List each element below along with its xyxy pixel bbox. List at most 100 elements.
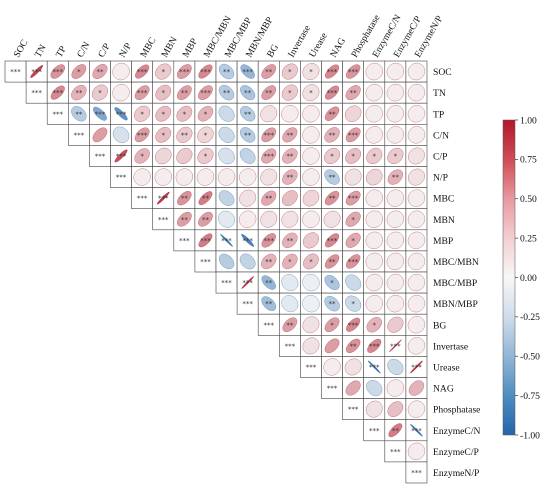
significance-r6-c16: ***	[348, 195, 359, 203]
significance-r3-c8: **	[181, 131, 189, 139]
row-label-7: MBN	[433, 215, 455, 226]
ellipse-r9-c16	[346, 254, 361, 269]
significance-r14-c14: ***	[306, 363, 317, 371]
significance-r1-c15: ***	[327, 89, 338, 97]
ellipse-r8-c16	[345, 232, 361, 248]
ellipse-r4-c6	[134, 148, 150, 164]
ellipse-r1-c3	[71, 85, 87, 101]
significance-r14-c17: ***	[369, 363, 380, 371]
ellipse-r3-c12	[261, 127, 277, 143]
significance-r3-c15: **	[329, 131, 337, 139]
ellipse-r0-c18	[386, 62, 404, 81]
ellipse-r8-c19	[407, 231, 426, 249]
ellipse-r5-c12	[260, 168, 278, 186]
column-label-0: SOC	[12, 38, 31, 60]
ellipse-r0-c17	[365, 62, 383, 81]
ellipse-r6-c15	[324, 191, 340, 206]
ellipse-r13-c17	[367, 338, 382, 353]
ellipse-r7-c10	[218, 210, 235, 228]
colorbar-tick-label-8: -1.00	[520, 430, 540, 441]
ellipse-r15-c19	[408, 380, 425, 396]
significance-r2-c5: ***	[116, 110, 127, 118]
ellipse-r7-c11	[239, 210, 257, 228]
row-label-14: Urease	[433, 362, 460, 373]
ellipse-r5-c7	[154, 168, 172, 186]
ellipse-r7-c16	[345, 211, 361, 227]
ellipse-r2-c16	[344, 105, 362, 122]
ellipse-r5-c11	[239, 168, 257, 186]
row-label-17: EnzymeC/N	[433, 426, 480, 437]
row-label-15: NAG	[433, 384, 454, 395]
ellipse-r10-c11	[241, 276, 254, 289]
significance-r3-c12: ***	[264, 131, 275, 139]
significance-r0-c10: **	[223, 68, 231, 76]
ellipse-r4-c17	[366, 147, 383, 164]
ellipse-r4-c18	[387, 147, 404, 164]
ellipse-r5-c10	[217, 168, 236, 186]
row-label-6: MBC	[433, 194, 454, 205]
ellipse-r11-c12	[261, 296, 277, 311]
ellipse-r11-c19	[407, 295, 426, 313]
significance-r4-c15: *	[330, 152, 334, 160]
ellipse-r2-c9	[197, 106, 214, 122]
significance-r8-c11: ***	[242, 237, 253, 245]
significance-r3-c16: ***	[348, 131, 359, 139]
ellipse-r3-c7	[155, 127, 172, 143]
significance-r13-c13: ***	[285, 342, 296, 350]
significance-r8-c10: ***	[221, 237, 232, 245]
ellipse-r6-c12	[261, 190, 277, 206]
ellipse-r1-c15	[325, 85, 340, 100]
significance-r2-c7: *	[162, 110, 166, 118]
ellipse-r16-c17	[365, 400, 383, 418]
ellipse-r1-c17	[365, 84, 383, 102]
row-label-8: MBP	[433, 236, 453, 247]
significance-r4-c17: *	[373, 152, 377, 160]
ellipse-r9-c13	[282, 253, 298, 270]
ellipse-r13-c16	[346, 338, 361, 353]
significance-r1-c11: **	[244, 89, 252, 97]
ellipse-r9-c17	[365, 252, 383, 271]
significance-r12-c17: *	[373, 321, 377, 329]
ellipse-r9-c18	[386, 252, 404, 271]
significance-r4-c5: ***	[116, 152, 127, 160]
colorbar-gradient	[502, 119, 516, 436]
ellipse-r4-c19	[408, 147, 425, 165]
significance-r4-c16: *	[351, 152, 355, 160]
significance-r8-c9: ***	[200, 237, 211, 245]
ellipse-r2-c3	[71, 106, 87, 122]
significance-r4-c13: **	[286, 152, 294, 160]
ellipse-r8-c10	[220, 234, 233, 247]
colorbar: 1.00 0.75 0.50 0.25 0.00 -0.25 -0.50 -0.75 -1.00	[502, 115, 540, 441]
significance-r7-c7: ***	[158, 216, 169, 224]
ellipse-r14-c17	[367, 360, 381, 374]
ellipse-r12-c19	[407, 316, 426, 334]
column-label-3: C/N	[75, 40, 93, 59]
ellipse-r1-c5	[112, 84, 130, 102]
ellipse-r0-c11	[240, 64, 255, 79]
colorbar-tick-label-5: -0.25	[520, 312, 540, 323]
ellipse-r5-c14	[302, 168, 320, 186]
significance-r4-c6: *	[140, 152, 144, 160]
significance-r17-c17: ***	[369, 427, 380, 435]
ellipse-r3-c17	[365, 126, 383, 144]
ellipse-r6-c13	[282, 190, 298, 206]
significance-r2-c15: **	[329, 110, 337, 118]
significance-r0-c1: ***	[31, 68, 42, 76]
ellipse-r8-c14	[302, 232, 319, 249]
ellipse-r0-c19	[407, 62, 426, 81]
ellipse-r4-c7	[155, 147, 172, 165]
significance-r15-c15: ***	[327, 385, 338, 393]
significance-r2-c9: *	[204, 110, 208, 118]
ellipse-r7-c9	[198, 211, 213, 227]
significance-r6-c15: **	[329, 195, 337, 203]
significance-r0-c15: ***	[327, 68, 338, 76]
significance-r3-c3: ***	[74, 131, 85, 139]
significance-r19-c19: ***	[411, 469, 422, 477]
significance-r1-c2: ***	[53, 89, 64, 97]
ellipse-r12-c17	[366, 317, 382, 333]
significance-r1-c14: *	[309, 89, 313, 97]
ellipse-r1-c4	[91, 84, 108, 101]
ellipse-r15-c18	[386, 379, 404, 397]
matrix-cells: *** *** *** * ** *** * *** *** ** *** ** * * *** ******…	[4, 60, 428, 484]
ellipse-r7-c15	[323, 210, 341, 228]
